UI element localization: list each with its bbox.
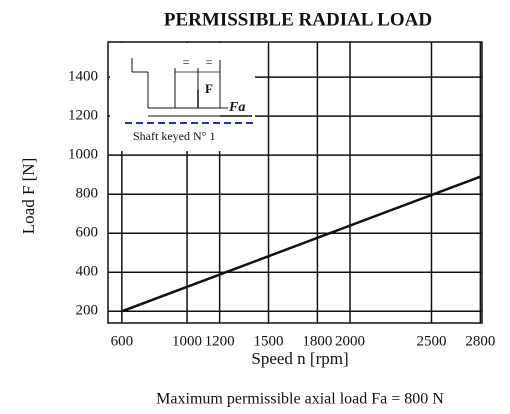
x-tick-label: 1000: [172, 333, 202, 349]
inset-label: Fa: [228, 100, 245, 115]
y-tick-label: 1000: [68, 147, 98, 163]
y-tick-label: 600: [76, 225, 99, 241]
inset-label: =: [206, 55, 213, 69]
plot-frame: [107, 41, 483, 324]
x-tick-label: 2800: [465, 333, 495, 349]
inset-label: F: [205, 81, 213, 96]
inset-background: [110, 43, 255, 151]
x-tick-label: 1200: [205, 333, 235, 349]
y-tick-label: 1200: [68, 108, 98, 124]
x-tick-label: 2000: [335, 333, 365, 349]
x-tick-label: 1500: [254, 333, 284, 349]
y-tick-label: 800: [76, 186, 99, 202]
y-tick-label: 1400: [68, 69, 98, 85]
x-tick-label: 600: [111, 333, 134, 349]
y-tick-label: 200: [76, 303, 99, 319]
x-tick-label: 1800: [302, 333, 332, 349]
x-tick-label: 2500: [416, 333, 446, 349]
x-axis-label: Speed n [rpm]: [251, 349, 348, 368]
y-tick-label: 400: [76, 264, 99, 280]
chart-title: PERMISSIBLE RADIAL LOAD: [164, 9, 432, 30]
data-line: [121, 175, 481, 313]
y-axis-label: Load F [N]: [19, 158, 38, 234]
inset-label: Shaft keyed N° 1: [133, 129, 215, 143]
footnote: Maximum permissible axial load Fa = 800 …: [156, 391, 444, 408]
inset-label: =: [183, 55, 190, 69]
